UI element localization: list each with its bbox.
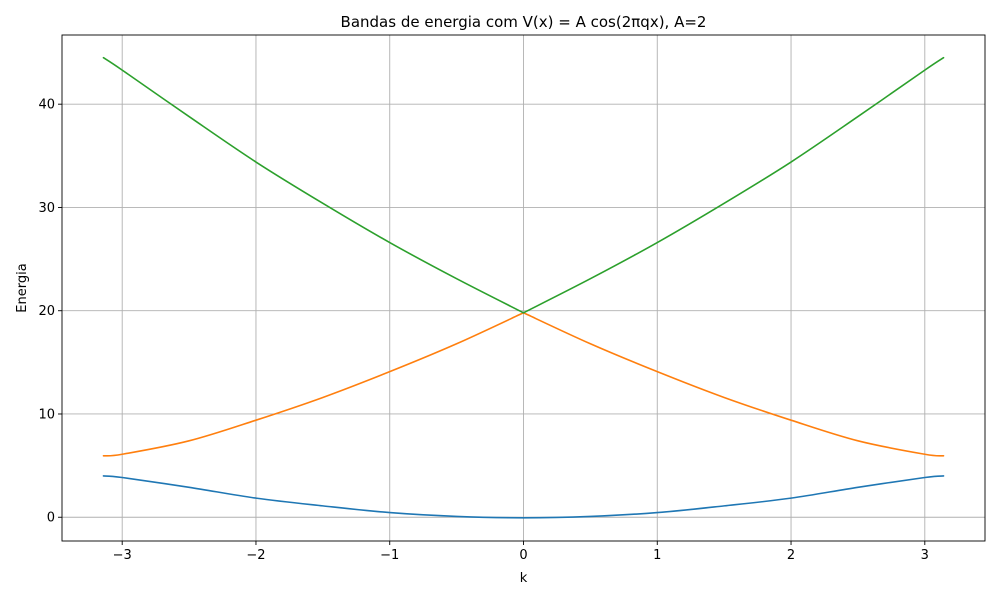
- chart-title: Bandas de energia com V(x) = A cos(2πqx)…: [341, 13, 707, 31]
- x-tick-label: −1: [380, 548, 399, 563]
- x-axis-label: k: [520, 571, 528, 586]
- y-axis-label: Energia: [15, 263, 30, 312]
- x-tick-label: −2: [246, 548, 265, 563]
- x-tick-label: 2: [787, 548, 795, 563]
- x-tick-label: −3: [113, 548, 132, 563]
- y-tick-label: 40: [38, 98, 55, 113]
- band-1-line: [102, 475, 945, 519]
- y-tick-label: 10: [38, 407, 55, 422]
- series-layer: [102, 56, 945, 519]
- x-tick-label: 1: [653, 548, 661, 563]
- y-tick-label: 30: [38, 201, 55, 216]
- x-tick-label: 0: [519, 548, 527, 563]
- x-tick-label: 3: [921, 548, 929, 563]
- y-tick-label: 0: [47, 511, 55, 526]
- band-2-line: [102, 311, 945, 457]
- band-3-line: [102, 56, 945, 314]
- grid: [62, 35, 985, 541]
- y-tick-label: 20: [38, 304, 55, 319]
